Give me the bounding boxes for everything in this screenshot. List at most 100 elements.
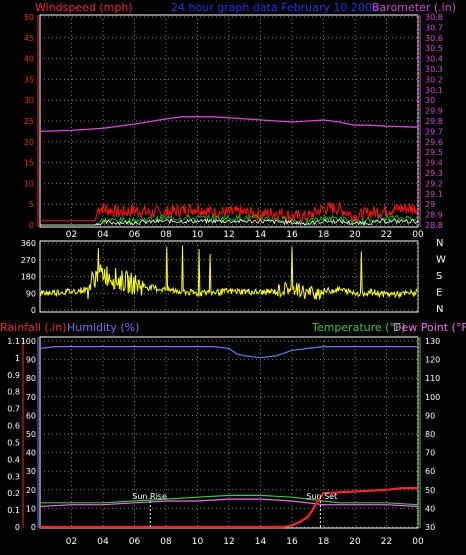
baro-tick-label: 29.2 xyxy=(425,179,443,188)
baro-tick-label: 29.3 xyxy=(425,169,443,178)
wind-tick-label: 50 xyxy=(24,13,34,22)
x-tick-label: 10 xyxy=(192,230,204,240)
rain-humidity-temperature-panel: 0 0.1 0.2 0.3 0.4 0.5 0.6 0.7 0.8 0.9 1 1.1 0 10 20 30… xyxy=(7,336,440,547)
wind-tick-label: 0 xyxy=(29,221,34,230)
humidity-tick-label: 80 xyxy=(26,374,36,383)
x-tick-label: 02 xyxy=(66,537,77,547)
humidity-tick-label: 30 xyxy=(26,467,36,476)
barometer-series xyxy=(39,116,419,133)
baro-tick-label: 29.8 xyxy=(425,117,443,126)
baro-tick-label: 29.5 xyxy=(425,148,443,157)
baro-tick-label: 30.6 xyxy=(425,34,443,43)
direction-tick-label: 180 xyxy=(21,273,36,282)
humidity-tick-label: 90 xyxy=(26,356,36,365)
rainfall-label: Rainfall (.in) xyxy=(0,321,67,334)
baro-tick-label: 30.1 xyxy=(425,86,443,95)
sunset-label: Sun Set xyxy=(306,492,337,501)
x-tick-label: 18 xyxy=(318,537,330,547)
baro-tick-label: 30.3 xyxy=(425,65,443,74)
compass-label: E xyxy=(436,288,442,299)
rain-tick-label: 0.3 xyxy=(7,472,20,481)
wind-tick-label: 5 xyxy=(29,200,34,209)
wind-tick-label: 10 xyxy=(24,179,34,188)
rain-tick-label: 0.7 xyxy=(7,405,20,414)
x-tick-label: 20 xyxy=(349,537,361,547)
baro-tick-label: 30.2 xyxy=(425,75,443,84)
x-tick-label: 06 xyxy=(129,230,141,240)
humidity-series xyxy=(39,346,418,359)
temperature-tick-label: 70 xyxy=(425,449,435,458)
wind-tick-label: 25 xyxy=(24,117,34,126)
wind-tick-label: 40 xyxy=(24,55,34,64)
temperature-tick-label: 80 xyxy=(425,430,435,439)
humidity-tick-label: 60 xyxy=(26,411,36,420)
humidity-tick-label: 100 xyxy=(21,337,36,346)
compass-label: S xyxy=(436,271,442,282)
dewpoint-label: Dew Point (°F) xyxy=(393,321,466,334)
x-tick-label: 04 xyxy=(97,537,109,547)
rain-tick-label: 0 xyxy=(15,523,20,532)
wind-speed-series xyxy=(40,213,419,227)
baro-tick-label: 29.7 xyxy=(425,127,443,136)
baro-tick-label: 30 xyxy=(425,96,435,105)
x-tick-label: 16 xyxy=(286,537,298,547)
x-tick-label: 06 xyxy=(129,537,141,547)
baro-tick-label: 30.7 xyxy=(425,23,443,32)
wind-tick-label: 35 xyxy=(24,75,34,84)
x-tick-label: 14 xyxy=(255,230,267,240)
humidity-label: Humidity (%) xyxy=(67,321,139,334)
temperature-tick-label: 100 xyxy=(425,393,440,402)
x-tick-label: 16 xyxy=(286,230,298,240)
baro-tick-label: 29 xyxy=(425,200,435,209)
humidity-tick-label: 40 xyxy=(26,449,36,458)
baro-tick-label: 29.9 xyxy=(425,107,443,116)
temperature-tick-label: 60 xyxy=(425,467,435,476)
baro-tick-label: 29.6 xyxy=(425,138,443,147)
baro-tick-label: 30.8 xyxy=(425,13,443,22)
temperature-tick-label: 120 xyxy=(425,356,440,365)
rain-tick-label: 0.5 xyxy=(7,438,20,447)
temperature-tick-label: 30 xyxy=(425,523,435,532)
temperature-series xyxy=(40,494,419,506)
temperature-tick-label: 90 xyxy=(425,411,435,420)
humidity-tick-label: 10 xyxy=(26,504,36,513)
x-tick-label: 22 xyxy=(381,230,392,240)
baro-tick-label: 29.4 xyxy=(425,159,443,168)
wind-tick-label: 30 xyxy=(24,96,34,105)
wind-tick-label: 45 xyxy=(24,34,34,43)
direction-tick-label: 0 xyxy=(31,306,36,315)
x-tick-label: 14 xyxy=(255,537,267,547)
x-tick-label: 08 xyxy=(160,537,172,547)
chart-title: 24 hour graph data February 10 2008 xyxy=(171,1,379,14)
rain-tick-label: 0.1 xyxy=(7,506,20,515)
baro-tick-label: 30.4 xyxy=(425,55,443,64)
direction-tick-label: 270 xyxy=(21,256,36,265)
x-tick-label: 10 xyxy=(192,537,204,547)
direction-tick-label: 90 xyxy=(26,289,36,298)
compass-label: N xyxy=(436,238,443,249)
rainfall-series xyxy=(40,487,418,529)
windspeed-label: Windspeed (mph) xyxy=(35,1,133,14)
x-tick-label: 04 xyxy=(97,230,109,240)
humidity-tick-label: 0 xyxy=(31,523,36,532)
wind-direction-series xyxy=(39,245,418,301)
x-tick-label: 08 xyxy=(160,230,172,240)
rain-tick-label: 0.9 xyxy=(7,371,20,380)
temperature-label: Temperature (°F) xyxy=(311,321,406,334)
x-tick-label: 20 xyxy=(349,230,361,240)
x-tick-label: 12 xyxy=(223,230,234,240)
x-tick-label: 12 xyxy=(223,537,234,547)
temperature-tick-label: 110 xyxy=(425,374,440,383)
baro-tick-label: 28.8 xyxy=(425,221,443,230)
x-tick-label: 00 xyxy=(412,230,424,240)
wind-tick-label: 20 xyxy=(24,138,34,147)
rain-tick-label: 1 xyxy=(15,354,20,363)
temperature-tick-label: 130 xyxy=(425,337,440,346)
rain-tick-label: 0.8 xyxy=(7,388,20,397)
sunrise-label: Sun Rise xyxy=(132,492,167,501)
dewpoint-series xyxy=(39,498,419,508)
rain-tick-label: 1.1 xyxy=(7,337,20,346)
rain-tick-label: 0.2 xyxy=(7,489,20,498)
